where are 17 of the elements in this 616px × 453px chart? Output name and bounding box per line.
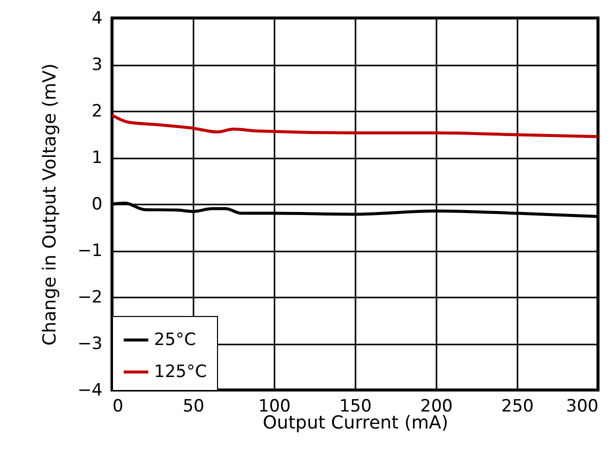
y-tick-label: −4 [77, 380, 102, 400]
legend-label: 25°C [154, 330, 196, 350]
y-axis-title: Change in Output Voltage (mV) [39, 63, 60, 346]
x-tick-label: 0 [112, 396, 124, 416]
y-tick-label: −3 [77, 334, 102, 354]
y-tick-label: 1 [92, 148, 102, 168]
x-tick-label: 300 [566, 396, 598, 416]
y-tick-label: −2 [77, 288, 102, 308]
y-tick-label: −1 [77, 241, 102, 261]
legend-label: 125°C [154, 362, 207, 382]
x-tick-label: 50 [182, 396, 204, 416]
y-tick-label: 4 [92, 8, 102, 28]
line-series [112, 114, 598, 138]
x-tick-label: 250 [501, 396, 534, 416]
y-tick-label: 3 [92, 55, 102, 75]
y-tick-label: 2 [92, 102, 102, 122]
y-tick-label: 0 [92, 194, 102, 214]
